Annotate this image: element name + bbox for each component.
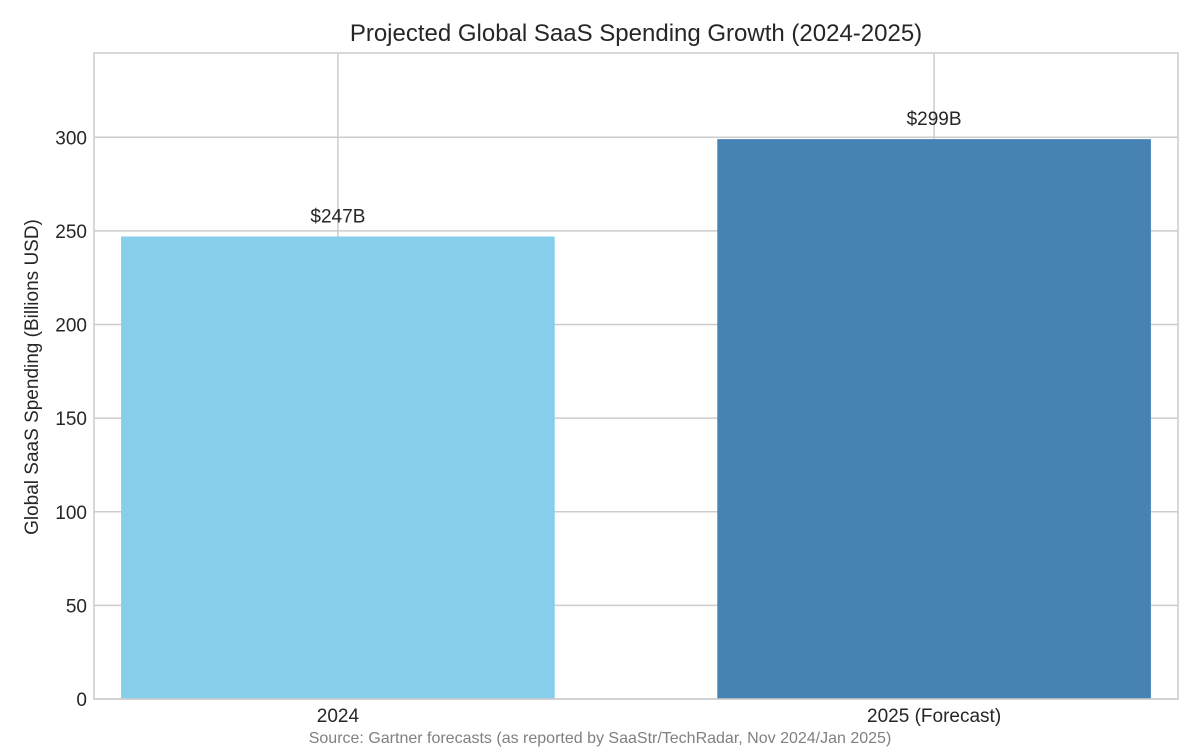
y-tick-label: 50 [66,596,87,617]
y-tick-label: 200 [55,316,87,337]
bar-value-label: $299B [907,109,962,130]
y-tick-label: 0 [76,690,87,711]
y-tick-label: 100 [55,503,87,524]
x-tick-label: 2025 (Forecast) [867,706,1001,727]
bar-1 [121,236,555,699]
bar-2 [717,139,1151,700]
plot-frame [93,52,1179,700]
chart-title: Projected Global SaaS Spending Growth (2… [350,20,922,47]
y-tick-label: 300 [55,128,87,149]
bar-value-label: $247B [310,207,365,228]
source-note: Source: Gartner forecasts (as reported b… [309,730,892,747]
x-tick-label: 2024 [317,706,360,727]
y-tick-label: 250 [55,222,87,243]
y-tick-label: 150 [55,409,87,430]
y-axis-label: Global SaaS Spending (Billions USD) [22,219,43,535]
